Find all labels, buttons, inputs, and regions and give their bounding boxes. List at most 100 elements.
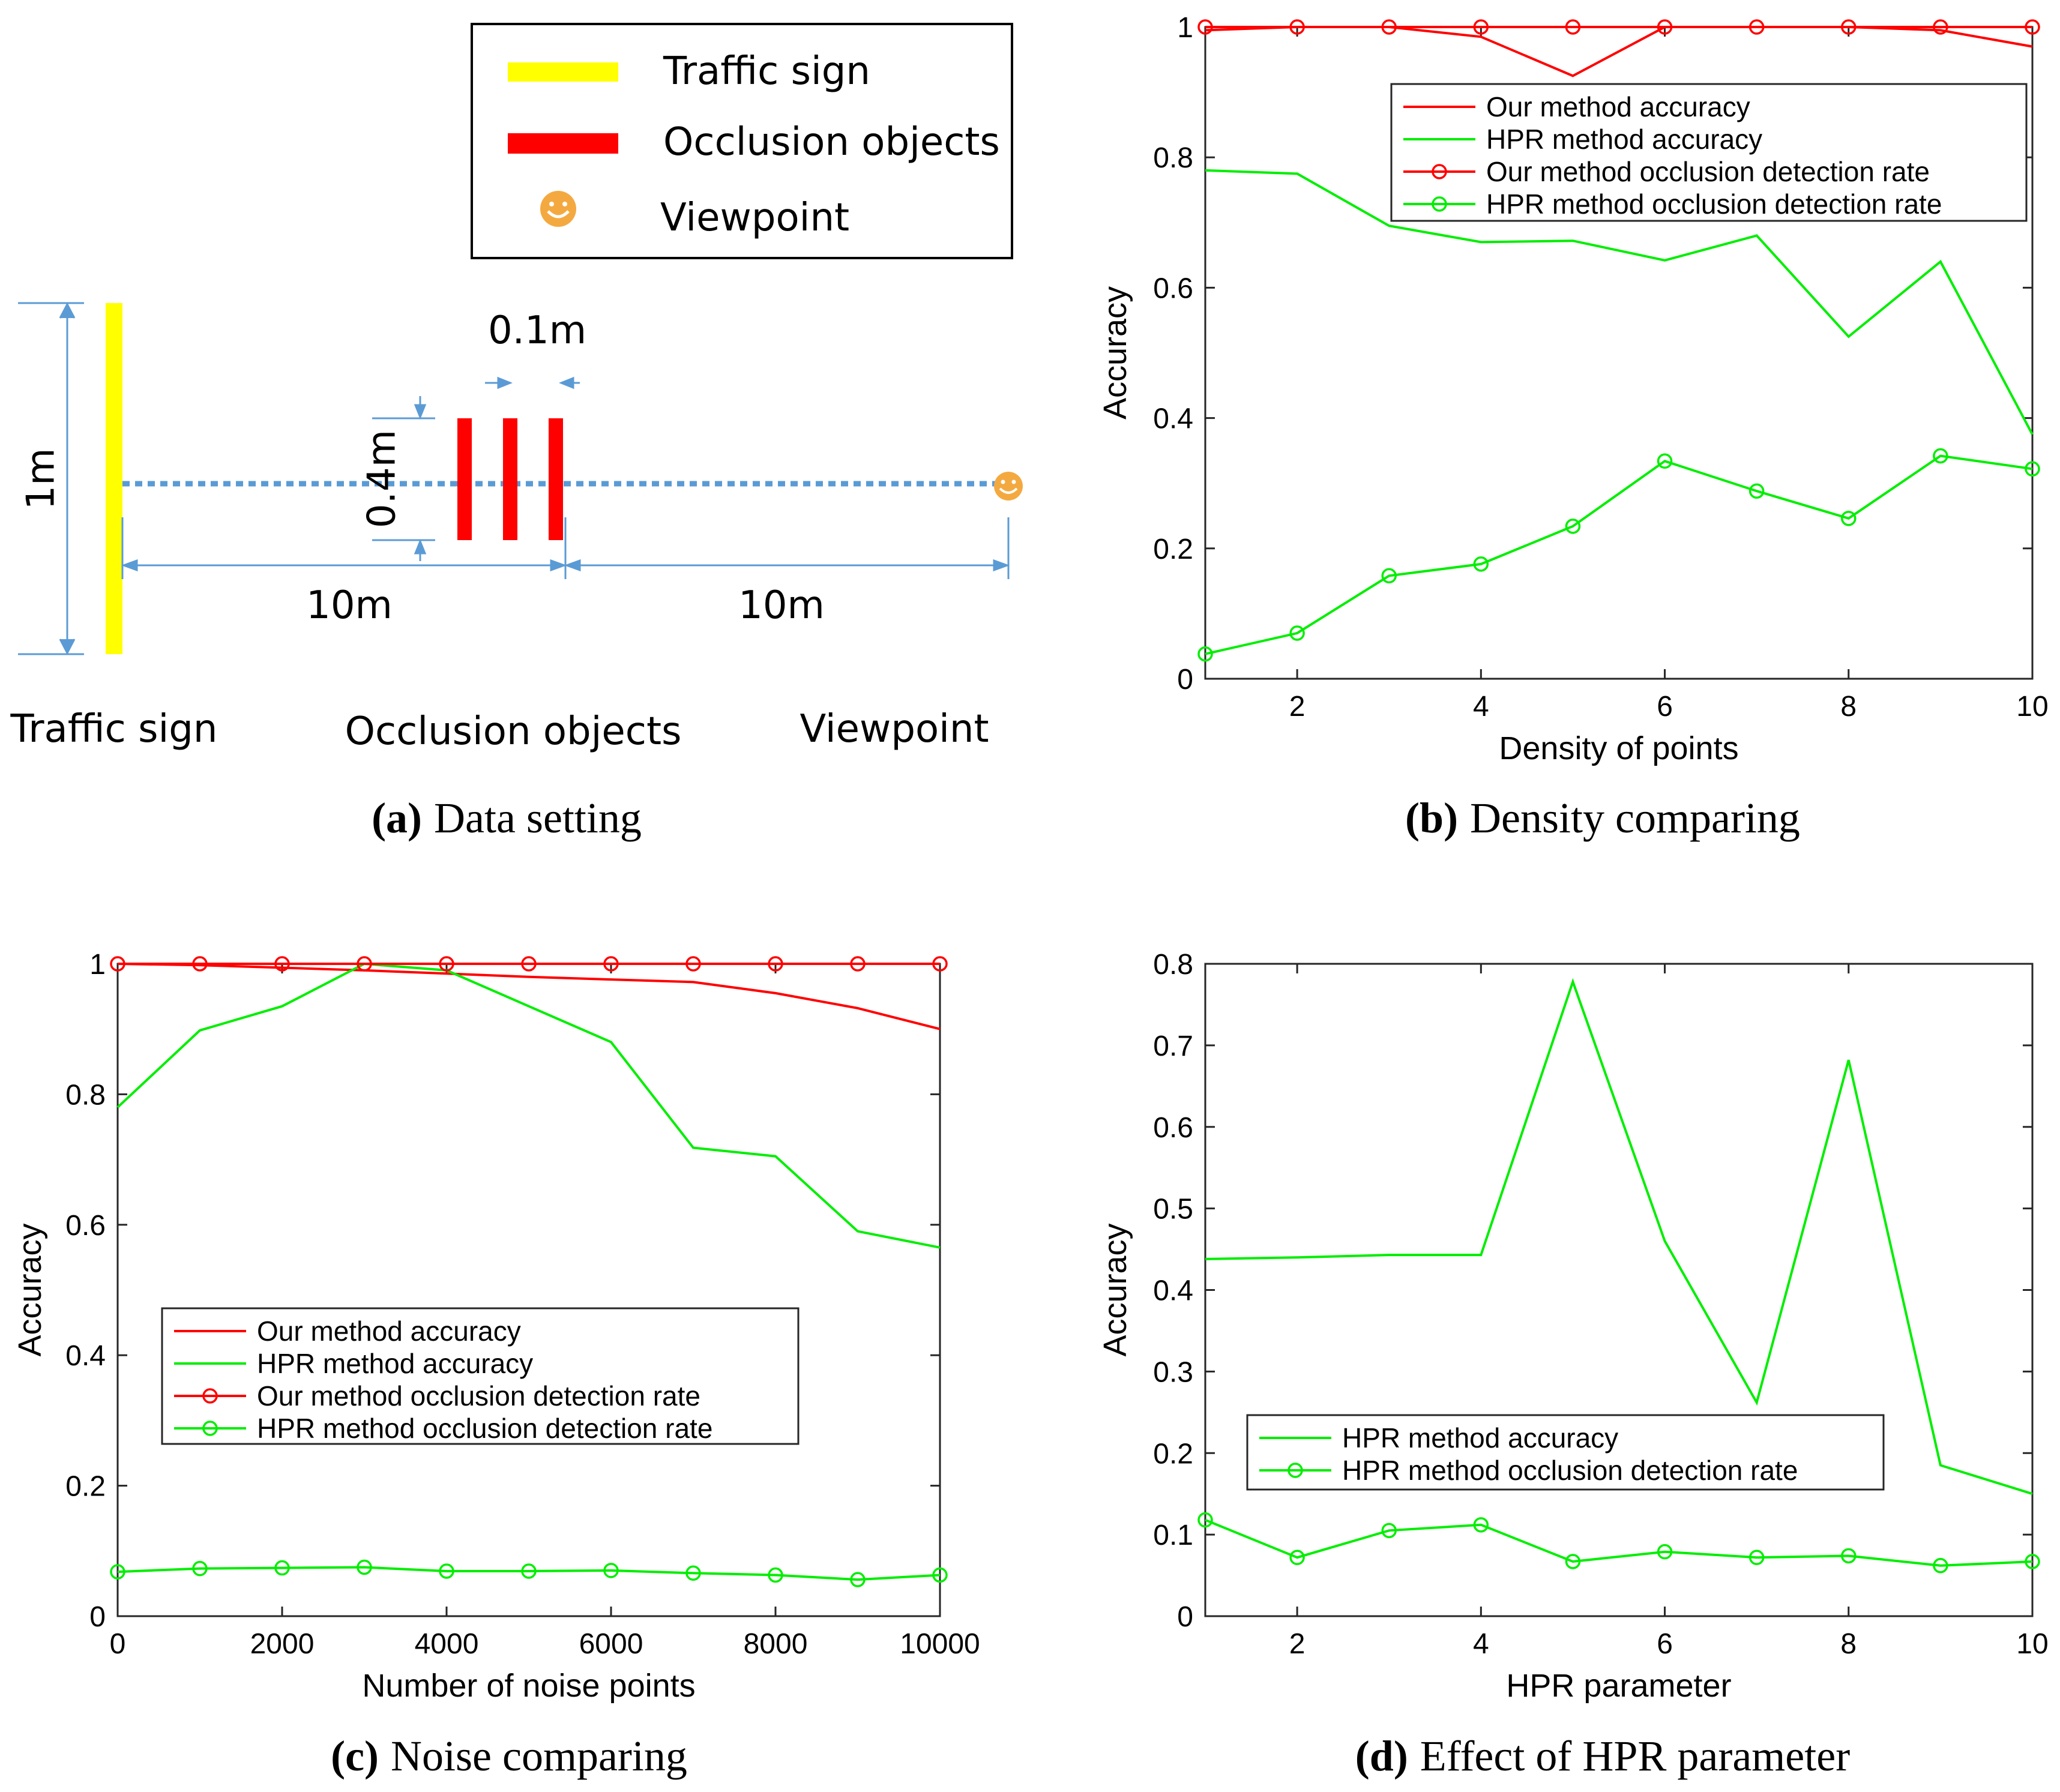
x-tick-label: 2 bbox=[1289, 691, 1306, 723]
x-tick-label: 8000 bbox=[744, 1628, 808, 1660]
y-tick-label: 0.2 bbox=[1153, 1438, 1193, 1470]
x-tick-label: 6 bbox=[1657, 1628, 1673, 1660]
legend-box bbox=[1246, 1414, 1885, 1491]
legend-marker bbox=[1288, 1463, 1303, 1478]
data-point-marker bbox=[110, 1564, 125, 1580]
data-point-marker bbox=[439, 956, 454, 972]
x-tick-label: 8 bbox=[1840, 1628, 1857, 1660]
data-point-marker bbox=[1197, 646, 1213, 662]
panel-d-caption: (d) Effect of HPR parameter bbox=[1355, 1732, 1850, 1780]
data-point-marker bbox=[1197, 19, 1213, 35]
data-point-marker bbox=[685, 956, 701, 972]
data-point-marker bbox=[1748, 19, 1765, 35]
panel-b-caption: (b) Density comparing bbox=[1405, 794, 1800, 842]
legend-entry-label: HPR method accuracy bbox=[257, 1348, 533, 1379]
occlusion-objects-caption: Occlusion objects bbox=[345, 709, 682, 754]
x-tick-label: 0 bbox=[110, 1628, 126, 1660]
x-axis-label: Number of noise points bbox=[362, 1668, 695, 1704]
series-line-hpr-method-occlusion-detection-rate bbox=[1205, 1518, 2033, 1567]
caption-letter: (c) bbox=[331, 1732, 379, 1780]
x-tick-label: 8 bbox=[1840, 691, 1857, 723]
y-tick-label: 1 bbox=[1177, 12, 1193, 44]
legend-marker bbox=[202, 1421, 218, 1436]
data-point-marker bbox=[1933, 448, 1948, 464]
viewpoint-caption: Viewpoint bbox=[800, 707, 989, 751]
legend-traffic-sign-label: Traffic sign bbox=[663, 49, 870, 94]
series-line-our-method-accuracy bbox=[117, 963, 941, 1030]
legend-entry-label: HPR method occlusion detection rate bbox=[1342, 1455, 1798, 1486]
y-tick-label: 0.6 bbox=[1153, 272, 1193, 304]
data-point-marker bbox=[2025, 1554, 2040, 1569]
data-point-marker bbox=[1657, 453, 1673, 469]
data-point-marker bbox=[1565, 519, 1581, 534]
legend-entry-label: Our method occlusion detection rate bbox=[257, 1380, 700, 1412]
data-point-marker bbox=[1933, 1558, 1948, 1574]
caption-text: Effect of HPR parameter bbox=[1420, 1732, 1850, 1780]
y-tick-label: 0.3 bbox=[1153, 1356, 1193, 1388]
y-tick-label: 0.2 bbox=[1153, 534, 1193, 565]
legend-entry-label: HPR method occlusion detection rate bbox=[1486, 188, 1942, 220]
data-point-marker bbox=[2025, 19, 2040, 35]
occlusion-legend-swatch bbox=[508, 133, 618, 154]
panel-a-caption: (a) Data setting bbox=[372, 794, 642, 842]
data-point-marker bbox=[1473, 1517, 1489, 1533]
data-point-marker bbox=[192, 1560, 208, 1577]
chart-c-noise-comparing: 0 0.2 0.4 0.6 0.8 1 0 2000 4000 6000 8000 10000 Numb… bbox=[12, 949, 980, 1780]
occlusion-height-label: 0.4m bbox=[360, 430, 405, 528]
data-point-marker bbox=[274, 956, 290, 972]
y-tick-label: 0.6 bbox=[65, 1210, 106, 1242]
data-point-marker bbox=[192, 956, 208, 972]
caption-letter: (d) bbox=[1355, 1732, 1408, 1780]
series-group bbox=[1197, 978, 2040, 1574]
data-point-marker bbox=[1657, 19, 1673, 35]
y-tick-label: 0.8 bbox=[1153, 142, 1193, 174]
x-tick-label: 2000 bbox=[250, 1628, 315, 1660]
data-point-marker bbox=[1381, 19, 1397, 35]
data-point-marker bbox=[1289, 1550, 1305, 1565]
data-point-marker bbox=[850, 956, 866, 972]
x-axis-label: HPR parameter bbox=[1506, 1668, 1731, 1704]
x-tick-label: 10000 bbox=[900, 1628, 980, 1660]
legend-marker bbox=[202, 1388, 218, 1404]
data-point-marker bbox=[1841, 1548, 1857, 1564]
occlusion-object-1 bbox=[457, 418, 472, 540]
y-tick-label: 0.2 bbox=[65, 1471, 106, 1503]
y-tick-label: 0 bbox=[1177, 664, 1193, 696]
chart-d-effect-of-hpr-parameter: 0 0.1 0.2 0.3 0.4 0.5 0.6 0.7 0.8 2 4 6 8 10 HPR param… bbox=[1097, 949, 2049, 1780]
series-line-hpr-method-occlusion-detection-rate bbox=[1205, 454, 2033, 655]
data-point-marker bbox=[1197, 1512, 1213, 1528]
data-point-marker bbox=[932, 956, 948, 972]
legend-occlusion-label: Occlusion objects bbox=[663, 120, 1000, 164]
x-tick-label: 6 bbox=[1657, 691, 1673, 723]
plot-area bbox=[116, 963, 941, 1617]
series-line-hpr-method-accuracy bbox=[1205, 169, 2034, 435]
data-point-marker bbox=[1381, 1523, 1397, 1539]
y-tick-label: 0.6 bbox=[1153, 1112, 1193, 1144]
legend-viewpoint-label: Viewpoint bbox=[660, 196, 849, 240]
data-point-marker bbox=[357, 1559, 372, 1575]
x-tick-label: 4000 bbox=[415, 1628, 479, 1660]
legend-box bbox=[161, 1307, 800, 1445]
data-point-marker bbox=[1289, 19, 1305, 35]
traffic-sign-caption: Traffic sign bbox=[10, 707, 218, 751]
height-dimension-line bbox=[18, 302, 84, 655]
x-tick-label: 10 bbox=[2016, 691, 2048, 723]
data-point-marker bbox=[932, 1567, 948, 1583]
y-tick-label: 0.7 bbox=[1153, 1030, 1193, 1062]
width-dimension-label: 0.1m bbox=[488, 308, 586, 353]
y-axis-label: Accuracy bbox=[1097, 1223, 1133, 1356]
data-point-marker bbox=[521, 956, 537, 972]
x-axis-label: Density of points bbox=[1499, 730, 1738, 766]
height-dimension-label: 1m bbox=[19, 448, 64, 510]
legend-marker bbox=[1432, 196, 1447, 212]
chart-b-density-comparing: 0 0.2 0.4 0.6 0.8 1 2 4 6 8 10 Density of points Acc… bbox=[1097, 12, 2049, 842]
data-point-marker bbox=[110, 956, 125, 972]
y-tick-label: 0.4 bbox=[65, 1340, 106, 1372]
caption-text: Noise comparing bbox=[391, 1732, 687, 1780]
panel-c-caption: (c) Noise comparing bbox=[331, 1732, 687, 1780]
x-tick-label: 4 bbox=[1473, 691, 1489, 723]
y-tick-label: 0 bbox=[89, 1601, 106, 1633]
